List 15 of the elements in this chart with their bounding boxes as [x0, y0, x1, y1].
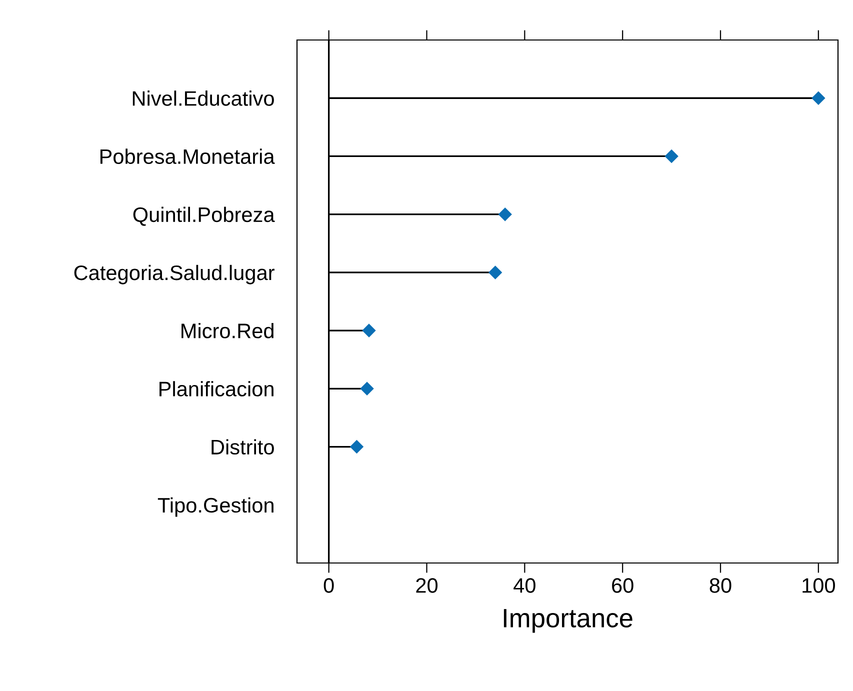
- x-axis-title: Importance: [504, 609, 632, 633]
- x-tick-label: 60: [612, 578, 634, 593]
- y-tick-label: Quintil.Pobreza: [133, 206, 275, 226]
- y-tick-label: Nivel.Educativo: [132, 90, 274, 106]
- y-tick-label: Micro.Red: [182, 323, 274, 338]
- y-tick-label: Tipo.Gestion: [158, 497, 274, 517]
- x-tick-label: 100: [802, 578, 835, 593]
- y-tick-label: Distrito: [212, 439, 274, 455]
- x-tick-label: 80: [710, 578, 732, 593]
- x-tick-label: 0: [324, 578, 334, 593]
- y-tick-label: Planificacion: [160, 381, 274, 396]
- x-tick-label: 20: [416, 578, 438, 593]
- y-tick-label: Categoria.Salud.lugar: [74, 264, 274, 284]
- x-tick-label: 40: [514, 578, 536, 593]
- y-tick-label: Pobresa.Monetaria: [100, 148, 275, 164]
